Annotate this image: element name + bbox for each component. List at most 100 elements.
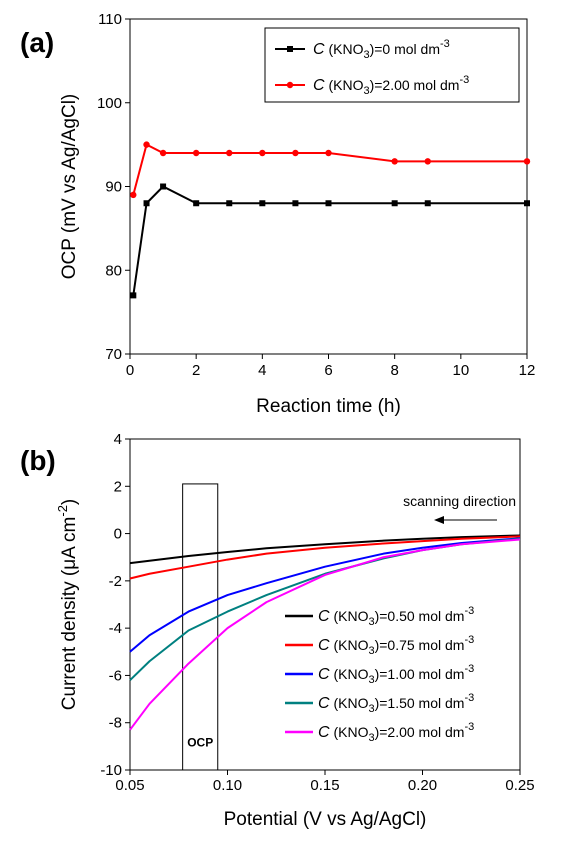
legend-label-b-mid: )=0.75 mol dm	[375, 637, 465, 653]
legend-label-b: C (KNO3)=1.50 mol dm-3	[318, 692, 474, 715]
y-axis-title-a: OCP (mV vs Ag/AgCl)	[59, 94, 80, 279]
legend-label-b-prefix: (KNO	[330, 637, 369, 653]
x-tick-label-a: 4	[258, 362, 266, 379]
series-line-b-0	[129, 534, 521, 565]
legend-label-b-prefix: (KNO	[330, 608, 369, 624]
y-tick-label-b: -6	[109, 667, 122, 684]
series-line-b-1	[129, 535, 521, 580]
y-tick-label-a: 110	[98, 11, 122, 28]
y-tick-label-b: -2	[109, 573, 122, 590]
x-tick-label-b: 0.20	[408, 777, 437, 794]
legend-label-b-sub: 3	[368, 616, 374, 628]
legend-label-b-var: C	[318, 695, 330, 712]
x-tick-label-a: 0	[126, 362, 134, 379]
y-tick-label-b: 2	[114, 478, 122, 495]
legend-label-a-sup: -3	[459, 74, 469, 86]
scan-annotation: scanning direction	[403, 493, 516, 524]
data-point-a-0	[325, 200, 332, 207]
data-point-a-0	[424, 200, 431, 207]
data-point-a-0	[143, 200, 150, 207]
y-tick-label-b: -10	[100, 762, 122, 779]
x-tick-label-b: 0.25	[505, 777, 534, 794]
y-ticks-a: 70 80 90 100 110	[97, 11, 130, 363]
legend-label-b: C (KNO3)=1.00 mol dm-3	[318, 663, 474, 686]
data-point-a-1	[226, 149, 233, 157]
legend-label-a-mid: )=2.00 mol dm	[370, 77, 460, 93]
data-point-a-0	[292, 200, 299, 207]
legend-label-b-var: C	[318, 666, 330, 683]
legend-label-b-sub: 3	[368, 703, 374, 715]
panel-label-a: (a)	[20, 27, 54, 58]
scan-direction-arrow-head	[434, 516, 444, 524]
legend-label-b-sup: -3	[464, 605, 474, 617]
data-point-a-1	[523, 158, 531, 165]
series-a	[130, 141, 531, 299]
legend-label-b-var: C	[318, 608, 330, 625]
legend-label-a-prefix: (KNO	[325, 77, 364, 93]
x-ticks-b: 0.05 0.10 0.15 0.20 0.25	[115, 770, 535, 794]
legend-label-b-var: C	[318, 637, 330, 654]
legend-swatch-marker-a	[287, 46, 293, 52]
legend-label-a-prefix: (KNO	[325, 41, 364, 57]
data-point-a-0	[160, 183, 167, 190]
legend-label-b-sup: -3	[464, 692, 474, 704]
legend-label-b-mid: )=1.50 mol dm	[375, 695, 465, 711]
series-b	[129, 534, 521, 731]
data-point-a-1	[130, 191, 137, 199]
data-point-a-1	[159, 149, 167, 157]
y-axis-title-b-close: )	[59, 499, 80, 505]
series-line-b-2	[129, 537, 521, 653]
plot-frame-b	[129, 438, 521, 771]
legend-label-b-sub: 3	[368, 732, 374, 744]
y-ticks-b: -10 -8 -6 -4 -2 0 2 4	[100, 431, 130, 779]
data-point-a-0	[193, 200, 200, 207]
series-line-b-4	[129, 538, 521, 731]
y-tick-label-b: -8	[109, 715, 122, 732]
data-point-a-1	[259, 149, 266, 157]
x-tick-label-b: 0.10	[213, 777, 242, 794]
x-axis-title-b: Potential (V vs Ag/AgCl)	[224, 809, 427, 830]
data-point-a-1	[143, 141, 150, 148]
legend-label-a-var: C	[313, 41, 325, 58]
legend-label-a-sup: -3	[440, 38, 450, 50]
legend-b: C (KNO3)=0.50 mol dm-3C (KNO3)=0.75 mol …	[285, 605, 474, 744]
legend-label-b-sup: -3	[464, 634, 474, 646]
data-point-a-1	[325, 149, 332, 157]
legend-box-a	[264, 27, 520, 103]
x-tick-label-b: 0.05	[115, 777, 144, 794]
legend-label-b-sup: -3	[464, 721, 474, 733]
legend-label-b: C (KNO3)=0.50 mol dm-3	[318, 605, 474, 628]
ocp-rect	[182, 483, 219, 771]
data-point-a-0	[130, 292, 137, 299]
legend-swatch-marker-a	[286, 81, 294, 89]
y-tick-label-b: 4	[114, 431, 122, 448]
scan-direction-label: scanning direction	[403, 493, 516, 509]
legend-label-a-var: C	[313, 77, 325, 94]
x-tick-label-a: 12	[519, 362, 536, 379]
legend-label-a-sub: 3	[363, 49, 369, 61]
legend-label-b-sup: -3	[464, 663, 474, 675]
y-tick-label-a: 80	[105, 262, 122, 279]
data-point-a-1	[391, 158, 398, 165]
panel-label-b: (b)	[20, 445, 56, 476]
legend-label-a-sub: 3	[363, 85, 369, 97]
legend-a: C (KNO3)=0 mol dm-3C (KNO3)=2.00 mol dm-…	[264, 27, 520, 103]
legend-label-b: C (KNO3)=0.75 mol dm-3	[318, 634, 474, 657]
data-point-a-0	[259, 200, 266, 207]
x-tick-label-a: 10	[452, 362, 469, 379]
x-tick-label-b: 0.15	[310, 777, 339, 794]
y-tick-label-a: 70	[105, 346, 122, 363]
y-axis-title-b-sup: -2	[55, 505, 70, 517]
legend-label-b-prefix: (KNO	[330, 695, 369, 711]
y-tick-label-a: 90	[105, 179, 122, 196]
y-axis-title-b-main: Current density (μA cm	[59, 517, 80, 711]
legend-label-b-var: C	[318, 724, 330, 741]
data-point-a-1	[292, 149, 299, 157]
ocp-label: OCP	[187, 735, 213, 749]
y-tick-label-a: 100	[97, 95, 122, 112]
y-tick-label-b: 0	[114, 526, 122, 543]
data-point-a-0	[226, 200, 233, 207]
y-tick-label-b: -4	[109, 620, 122, 637]
